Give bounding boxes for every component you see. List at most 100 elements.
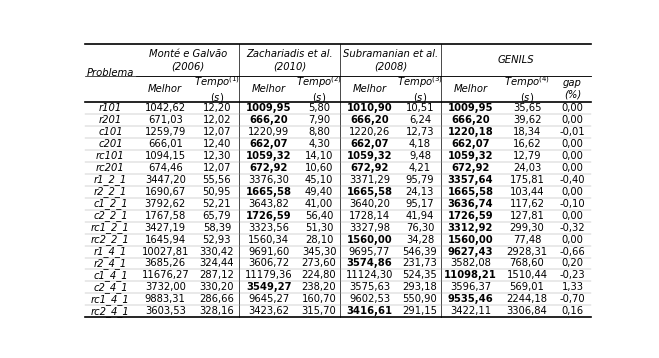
Text: 286,66: 286,66 [200, 294, 235, 304]
Text: 4,21: 4,21 [409, 163, 431, 173]
Text: 9602,53: 9602,53 [349, 294, 390, 304]
Text: 127,81: 127,81 [509, 211, 544, 221]
Text: -0,32: -0,32 [559, 223, 585, 233]
Text: 3306,84: 3306,84 [507, 306, 548, 316]
Text: 1220,18: 1220,18 [447, 127, 493, 137]
Text: 550,90: 550,90 [403, 294, 438, 304]
Text: 3357,64: 3357,64 [447, 175, 493, 185]
Text: c2_2_1: c2_2_1 [93, 210, 128, 221]
Text: 0,16: 0,16 [561, 306, 584, 316]
Text: 662,07: 662,07 [451, 139, 490, 149]
Text: 24,03: 24,03 [513, 163, 541, 173]
Text: 12,20: 12,20 [203, 103, 231, 113]
Text: 3422,11: 3422,11 [450, 306, 491, 316]
Text: 11098,21: 11098,21 [444, 270, 497, 280]
Text: 4,30: 4,30 [308, 139, 330, 149]
Text: 11124,30: 11124,30 [346, 270, 393, 280]
Text: 76,30: 76,30 [406, 223, 434, 233]
Text: 5,80: 5,80 [308, 103, 330, 113]
Text: 55,56: 55,56 [202, 175, 231, 185]
Text: rc2_4_1: rc2_4_1 [91, 306, 130, 317]
Text: rc1_2_1: rc1_2_1 [91, 222, 130, 233]
Text: 95,17: 95,17 [406, 199, 434, 209]
Text: 1059,32: 1059,32 [347, 151, 392, 161]
Text: 1726,59: 1726,59 [447, 211, 493, 221]
Text: 1010,90: 1010,90 [347, 103, 392, 113]
Text: 103,44: 103,44 [510, 187, 544, 197]
Text: 3447,20: 3447,20 [145, 175, 186, 185]
Text: 1560,34: 1560,34 [248, 234, 289, 245]
Text: 546,39: 546,39 [403, 247, 438, 257]
Text: 0,00: 0,00 [561, 103, 583, 113]
Text: 1665,58: 1665,58 [347, 187, 393, 197]
Text: 3575,63: 3575,63 [349, 282, 390, 292]
Text: 9627,43: 9627,43 [447, 247, 493, 257]
Text: 1767,58: 1767,58 [144, 211, 186, 221]
Text: 1,33: 1,33 [561, 282, 583, 292]
Text: 3327,98: 3327,98 [349, 223, 390, 233]
Text: -0,10: -0,10 [559, 199, 585, 209]
Text: rc101: rc101 [96, 151, 125, 161]
Text: 0,00: 0,00 [561, 139, 583, 149]
Text: 672,92: 672,92 [250, 163, 288, 173]
Text: 231,73: 231,73 [403, 258, 438, 268]
Text: 3643,82: 3643,82 [248, 199, 289, 209]
Text: 28,10: 28,10 [305, 234, 333, 245]
Text: r201: r201 [99, 115, 122, 125]
Text: 330,42: 330,42 [200, 247, 234, 257]
Text: 662,07: 662,07 [350, 139, 389, 149]
Text: 2244,18: 2244,18 [507, 294, 548, 304]
Text: 273,60: 273,60 [302, 258, 337, 268]
Text: 330,20: 330,20 [200, 282, 234, 292]
Text: c101: c101 [98, 127, 123, 137]
Text: 0,00: 0,00 [561, 163, 583, 173]
Text: 6,24: 6,24 [409, 115, 431, 125]
Text: gap
(%): gap (%) [563, 78, 582, 100]
Text: Zachariadis et al.
(2010): Zachariadis et al. (2010) [246, 49, 333, 71]
Text: 671,03: 671,03 [148, 115, 183, 125]
Text: 3606,72: 3606,72 [248, 258, 289, 268]
Text: 35,65: 35,65 [513, 103, 541, 113]
Text: 52,93: 52,93 [203, 234, 231, 245]
Text: 1665,58: 1665,58 [246, 187, 292, 197]
Text: 0,00: 0,00 [561, 187, 583, 197]
Text: 8,80: 8,80 [308, 127, 330, 137]
Text: 3636,74: 3636,74 [447, 199, 493, 209]
Text: 666,20: 666,20 [249, 115, 288, 125]
Text: 1560,00: 1560,00 [447, 234, 493, 245]
Text: 3312,92: 3312,92 [447, 223, 493, 233]
Text: $\mathit{Tempo}$$^{(2)}$
$\mathit{(s)}$: $\mathit{Tempo}$$^{(2)}$ $\mathit{(s)}$ [296, 74, 342, 105]
Text: Monté e Galvão
(2006): Monté e Galvão (2006) [148, 49, 227, 71]
Text: 238,20: 238,20 [302, 282, 336, 292]
Text: 9,48: 9,48 [409, 151, 431, 161]
Text: 3371,29: 3371,29 [349, 175, 390, 185]
Text: 672,92: 672,92 [351, 163, 389, 173]
Text: 3732,00: 3732,00 [145, 282, 186, 292]
Text: 45,10: 45,10 [305, 175, 333, 185]
Text: 1665,58: 1665,58 [447, 187, 494, 197]
Text: 666,20: 666,20 [350, 115, 389, 125]
Text: 77,48: 77,48 [513, 234, 541, 245]
Text: 95,79: 95,79 [406, 175, 434, 185]
Text: 3596,37: 3596,37 [450, 282, 491, 292]
Text: r1_4_1: r1_4_1 [94, 246, 127, 257]
Text: 299,30: 299,30 [509, 223, 544, 233]
Text: 569,01: 569,01 [509, 282, 544, 292]
Text: 10027,81: 10027,81 [142, 247, 189, 257]
Text: 12,30: 12,30 [203, 151, 231, 161]
Text: Problema: Problema [87, 68, 134, 78]
Text: Melhor: Melhor [453, 84, 488, 94]
Text: 1059,32: 1059,32 [246, 151, 291, 161]
Text: 662,07: 662,07 [249, 139, 288, 149]
Text: 1645,94: 1645,94 [145, 234, 186, 245]
Text: 12,07: 12,07 [203, 163, 231, 173]
Text: -0,23: -0,23 [559, 270, 585, 280]
Text: 3427,19: 3427,19 [145, 223, 186, 233]
Text: 39,62: 39,62 [513, 115, 541, 125]
Text: -0,66: -0,66 [559, 247, 585, 257]
Text: c1_2_1: c1_2_1 [93, 198, 128, 209]
Text: 324,44: 324,44 [200, 258, 234, 268]
Text: 0,00: 0,00 [561, 151, 583, 161]
Text: 672,92: 672,92 [451, 163, 490, 173]
Text: 16,62: 16,62 [513, 139, 541, 149]
